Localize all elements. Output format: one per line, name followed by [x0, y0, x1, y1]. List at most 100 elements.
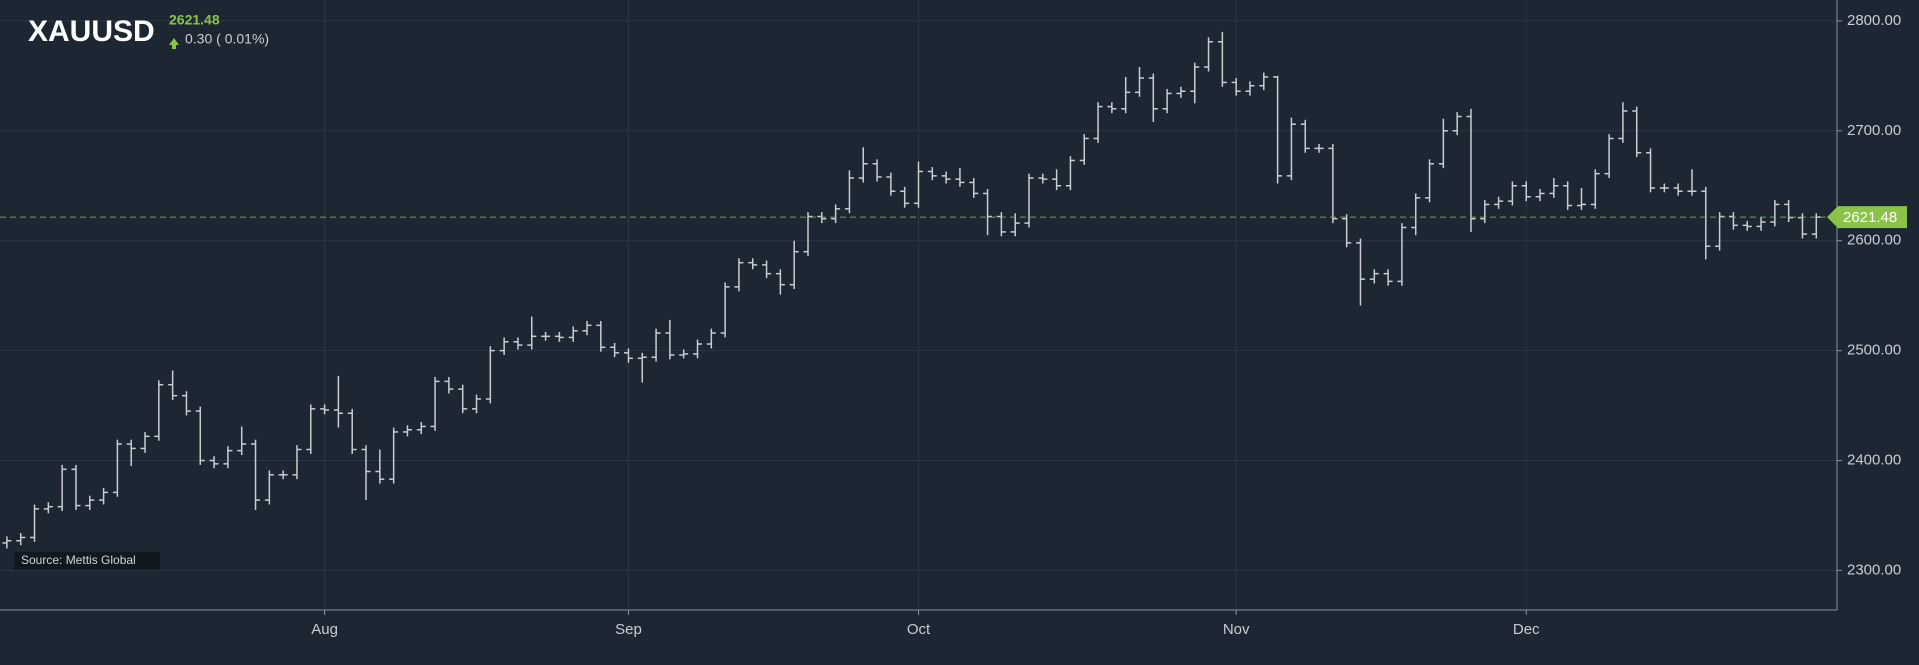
ohlc-bar — [1618, 102, 1628, 143]
ohlc-bar — [762, 260, 772, 279]
ohlc-bar — [416, 422, 426, 435]
ohlc-bar — [1273, 75, 1283, 184]
change: 0.30 ( 0.01%) — [185, 31, 269, 47]
ohlc-bar — [1715, 212, 1725, 251]
ohlc-bar — [1646, 148, 1656, 193]
ohlc-bar — [527, 316, 537, 350]
ohlc-bar — [651, 328, 661, 362]
ohlc-bar — [1425, 159, 1435, 203]
x-tick-label: Sep — [615, 621, 642, 638]
ohlc-bar — [306, 404, 316, 454]
ohlc-bar — [1480, 200, 1490, 224]
ohlc-bar — [955, 168, 965, 187]
ohlc-bar — [1162, 89, 1172, 114]
source: Source: Mettis Global — [21, 553, 136, 567]
ohlc-bar — [582, 320, 592, 336]
ohlc-bar — [1342, 214, 1352, 248]
y-tick-label: 2600.00 — [1847, 232, 1901, 249]
ohlc-bar — [623, 348, 633, 363]
ohlc-bar — [734, 258, 744, 292]
ohlc-bar — [914, 161, 923, 208]
ohlc-bar — [554, 331, 564, 342]
y-tick-label: 2700.00 — [1847, 122, 1901, 139]
ohlc-bar — [1770, 200, 1780, 227]
ohlc-bar — [1024, 173, 1034, 228]
ohlc-bar — [817, 212, 827, 224]
ohlc-bar — [679, 349, 689, 359]
ohlc-bar — [872, 159, 882, 182]
chart-title: XAUUSD — [28, 15, 155, 48]
ohlc-bar — [1604, 134, 1614, 179]
ohlc-bar — [1190, 62, 1200, 104]
ohlc-bar — [71, 464, 81, 510]
ohlc-bar — [168, 370, 178, 401]
ohlc-bar — [485, 346, 495, 404]
ohlc-bar — [1549, 178, 1559, 198]
ohlc-bar — [112, 439, 122, 497]
ohlc-bar — [541, 331, 551, 341]
ohlc-bar — [831, 204, 841, 224]
ohlc-bar — [1784, 200, 1794, 223]
ohlc-bar — [1494, 196, 1504, 209]
x-tick-label: Aug — [311, 621, 338, 638]
ohlc-bar — [858, 147, 868, 183]
ohlc-bar — [1093, 102, 1103, 143]
x-tick-label: Dec — [1513, 621, 1540, 638]
ohlc-bar — [706, 328, 716, 349]
ohlc-bar — [983, 189, 993, 236]
ohlc-bar — [333, 375, 343, 428]
ohlc-bar — [85, 495, 95, 510]
ohlc-bar — [2, 536, 12, 549]
ohlc-bar — [1397, 223, 1407, 286]
y-tick-label: 2500.00 — [1847, 342, 1901, 359]
ohlc-bar — [1038, 173, 1048, 184]
price-tag: 2621.48 — [1827, 206, 1907, 229]
ohlc-bar — [1134, 67, 1144, 97]
ohlc-bar — [251, 439, 261, 510]
ohlc-bar — [347, 408, 357, 454]
ohlc-bar — [16, 533, 26, 546]
ohlc-bar — [361, 445, 371, 501]
ohlc-bar — [1314, 143, 1324, 153]
ohlc-bar — [1687, 169, 1697, 196]
ohlc-bar — [941, 171, 951, 184]
grid — [0, 0, 1837, 610]
ohlc-bar — [596, 320, 606, 352]
ohlc-bar — [844, 170, 854, 214]
ohlc-bar — [748, 258, 758, 270]
y-tick-label: 2400.00 — [1847, 451, 1901, 468]
ohlc-bar — [1245, 81, 1255, 96]
ohlc-bar — [1535, 189, 1545, 202]
ohlc-bar — [1411, 193, 1421, 236]
header-price: 2621.48 — [169, 12, 220, 28]
price-tag-label: 2621.48 — [1843, 209, 1897, 226]
ohlc-bar — [1659, 183, 1669, 193]
ohlc-bar — [472, 394, 482, 414]
ohlc-bar — [1383, 269, 1393, 286]
ohlc-bar — [402, 425, 412, 437]
ohlc-bar — [1673, 183, 1683, 196]
ohlc-bar — [430, 376, 440, 431]
ohlc-bar — [637, 352, 647, 383]
ohlc-bar — [1452, 112, 1462, 136]
source-box — [14, 552, 160, 570]
ohlc-bar — [886, 172, 896, 196]
ohlc-bar — [1259, 72, 1269, 91]
ohlc-bar — [720, 282, 730, 338]
up-arrow-icon — [169, 38, 179, 49]
ohlc-bar — [1217, 31, 1227, 87]
ohlc-bar — [1742, 220, 1752, 231]
ohlc-bar — [693, 339, 703, 359]
ohlc-bar — [292, 445, 302, 480]
bars — [2, 31, 1821, 549]
ohlc-bar — [1231, 78, 1241, 96]
ohlc-bar — [444, 376, 454, 394]
ohlc-bar — [1590, 169, 1600, 209]
ohlc-bar — [154, 380, 164, 441]
ohlc-bar — [969, 178, 979, 198]
ohlc-bar — [237, 426, 247, 456]
ohlc-bar — [1328, 143, 1338, 224]
x-tick-label: Nov — [1223, 621, 1250, 638]
